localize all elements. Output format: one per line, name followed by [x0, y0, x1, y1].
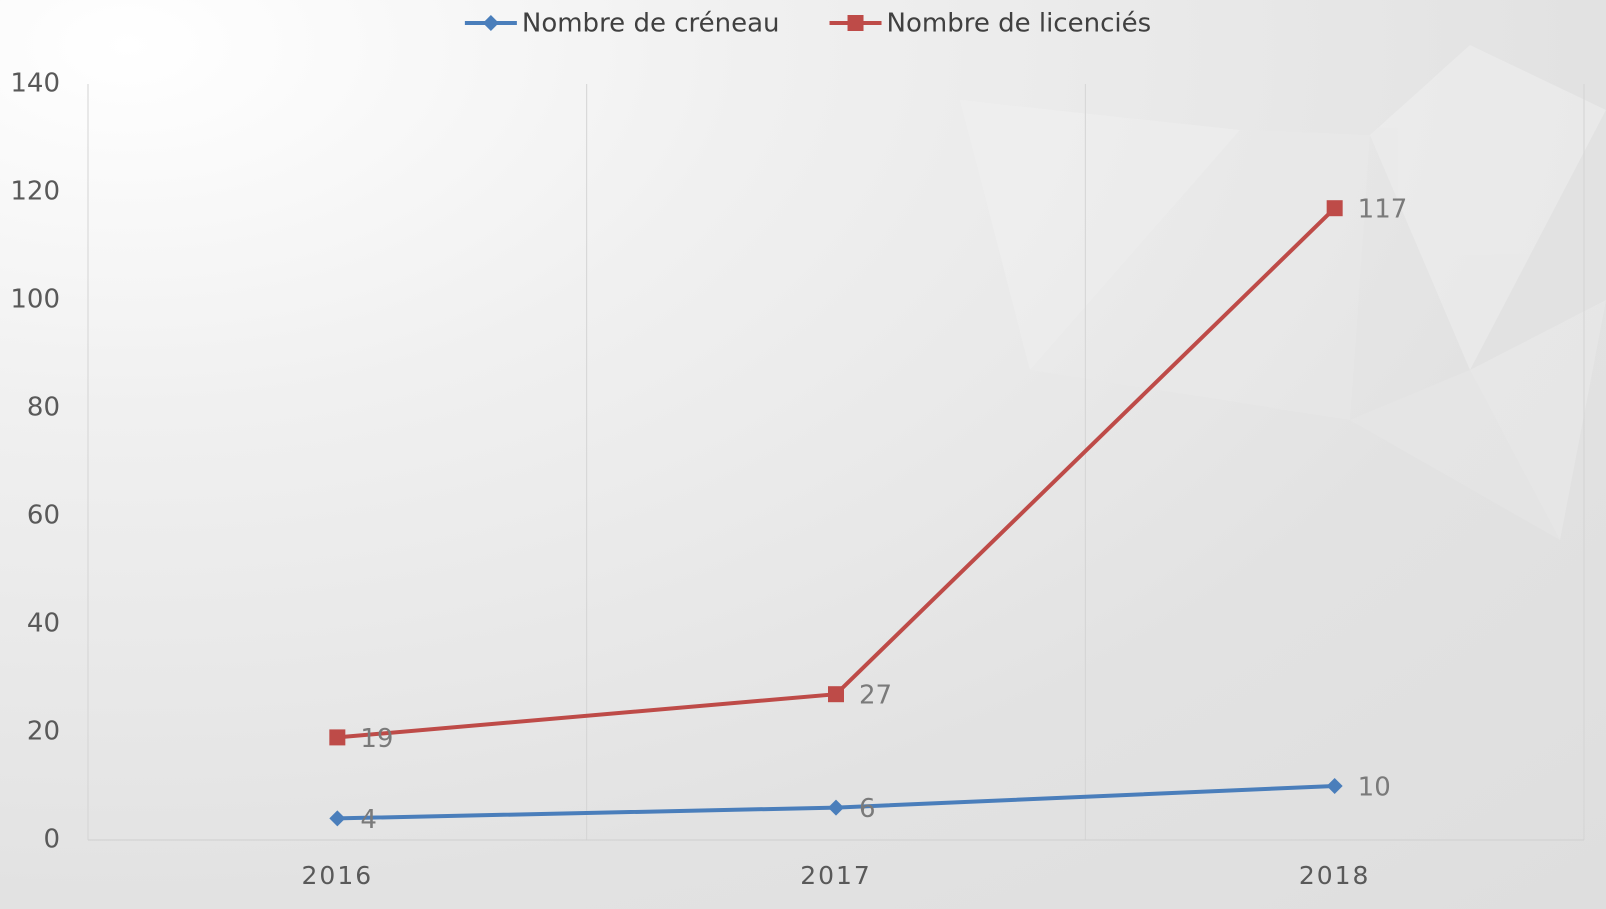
legend-label: Nombre de créneau — [522, 9, 780, 39]
point — [828, 686, 844, 703]
series: 4 6 10 — [329, 773, 1391, 835]
y-tick-label: 0 — [43, 825, 60, 855]
decor-shape — [1470, 300, 1606, 540]
x-tick-label: 2018 — [1299, 861, 1371, 890]
legend-item: Nombre de licenciés — [829, 9, 1152, 39]
decor-shape — [1370, 45, 1606, 370]
series: 19 27 117 — [329, 195, 1407, 754]
x-tick-label: 2016 — [302, 861, 374, 890]
background-decor — [960, 45, 1606, 540]
y-tick-label: 120 — [10, 177, 60, 207]
point — [847, 15, 864, 31]
y-tick-label: 20 — [27, 717, 60, 747]
point — [1326, 778, 1343, 794]
data-label: 27 — [859, 681, 892, 711]
point — [482, 15, 499, 31]
y-tick-label: 100 — [10, 285, 60, 315]
y-tick-label: 140 — [10, 69, 60, 99]
point — [329, 729, 346, 746]
legend: Nombre de créneau Nombre de licenciés — [464, 9, 1152, 39]
legend-item: Nombre de créneau — [464, 9, 780, 39]
point — [329, 810, 346, 827]
point — [828, 799, 844, 816]
decor-shape — [1350, 370, 1560, 540]
legend-label: Nombre de licenciés — [887, 9, 1152, 39]
point — [1326, 200, 1343, 217]
data-label: 10 — [1358, 773, 1391, 803]
data-label: 6 — [859, 794, 876, 824]
data-label: 4 — [360, 805, 377, 835]
decor-shape — [1030, 130, 1370, 420]
x-tick-label: 2017 — [800, 861, 872, 890]
data-label: 117 — [1358, 195, 1408, 225]
y-tick-label: 60 — [27, 501, 60, 531]
data-label: 19 — [360, 724, 393, 754]
decor-shape — [960, 100, 1240, 370]
y-tick-label: 80 — [27, 393, 60, 423]
y-tick-label: 40 — [27, 609, 60, 639]
